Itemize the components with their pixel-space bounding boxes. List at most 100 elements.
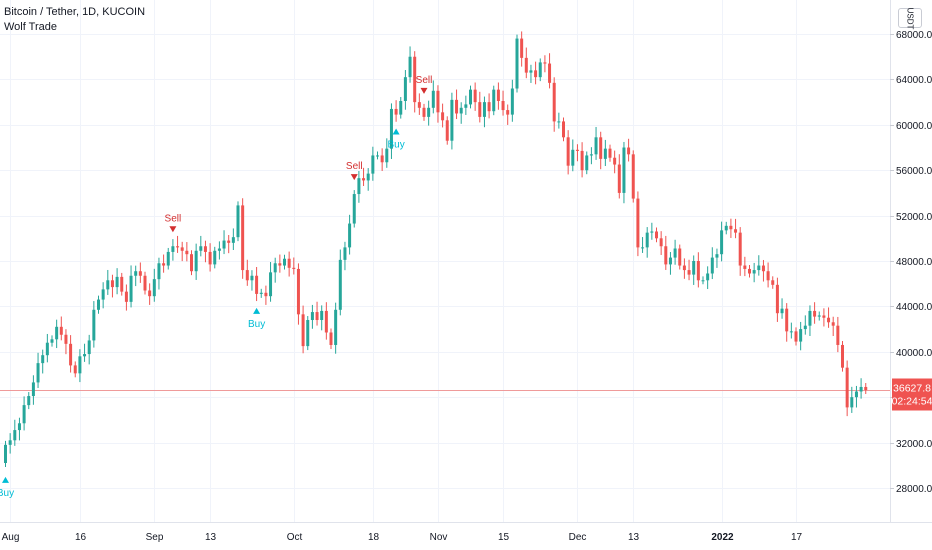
candle (352, 190, 356, 228)
candle-body (338, 259, 342, 310)
candle (766, 262, 770, 288)
candle (706, 266, 710, 290)
candle-body (259, 292, 263, 294)
candle (524, 47, 528, 79)
candle-body (464, 104, 468, 108)
candle-body (836, 325, 840, 345)
candle (529, 64, 533, 83)
candle-body (510, 88, 514, 115)
candle (641, 237, 645, 253)
candle-body (813, 310, 817, 317)
candle (436, 85, 440, 123)
candle (292, 257, 296, 275)
candle (296, 263, 300, 325)
candle-body (227, 240, 231, 243)
candle-body (250, 275, 254, 281)
candle (668, 252, 672, 275)
candle-body (324, 310, 328, 333)
candle-body (752, 270, 756, 274)
x-tick-label: 13 (628, 532, 640, 543)
price-axis[interactable]: 28000.032000.036000.040000.044000.048000… (890, 30, 932, 495)
candle (752, 262, 756, 283)
candle-body (594, 137, 598, 155)
candle-body (482, 102, 486, 117)
candle-body (431, 90, 435, 108)
candle-body (92, 309, 96, 341)
candle-body (585, 155, 589, 171)
candle (176, 235, 180, 253)
candle-body (36, 363, 40, 383)
indicator-name[interactable]: Wolf Trade (4, 21, 57, 33)
candle-body (445, 120, 449, 141)
candle (515, 34, 519, 93)
candle (594, 126, 598, 160)
candle (92, 301, 96, 348)
candle-body (287, 258, 291, 268)
candle (645, 227, 649, 258)
candle (36, 352, 40, 388)
candle-body (55, 326, 59, 340)
candle-body (496, 89, 500, 101)
candle (152, 268, 156, 302)
candle-body (301, 314, 305, 347)
candle-body (334, 309, 338, 345)
candle-body (208, 251, 212, 265)
candle (850, 386, 854, 413)
candle-body (854, 391, 858, 398)
candle-body (734, 229, 738, 233)
candle (780, 298, 784, 319)
candle (473, 82, 477, 111)
candle (534, 61, 538, 85)
candle (194, 243, 198, 280)
candle (241, 198, 245, 279)
candle-body (413, 56, 417, 103)
symbol-title[interactable]: Bitcoin / Tether, 1D, KUCOIN (4, 6, 146, 18)
candle-body (603, 148, 607, 159)
candle-body (17, 423, 21, 431)
candle (817, 311, 821, 321)
candle (659, 231, 663, 255)
candle (217, 241, 221, 260)
candle-body (785, 308, 789, 332)
candle-body (50, 339, 54, 343)
sell-signal: Sell (346, 161, 363, 181)
candle-body (557, 121, 561, 123)
candle (222, 230, 226, 255)
candle (380, 148, 384, 172)
candle (334, 302, 338, 354)
candle-body (701, 280, 705, 282)
candle-body (110, 280, 114, 288)
candle (687, 259, 691, 281)
signal-layer: Buy Sell Buy Sell Buy Sell (0, 75, 432, 499)
x-tick-label: 16 (75, 532, 87, 543)
currency-button[interactable]: USDT (898, 7, 922, 29)
time-axis[interactable]: Aug 16 Sep 13 Oct 18 Nov 15 Dec 13 2022 17 (2, 532, 803, 543)
candle (73, 361, 77, 378)
candle-body (190, 254, 193, 272)
candle (264, 285, 268, 305)
candle-body (138, 271, 142, 276)
candle-body (352, 194, 356, 224)
candle-body (185, 250, 189, 255)
candle-body (329, 332, 333, 345)
buy-signal: Buy (387, 128, 405, 151)
y-tick-label: 68000.0 (896, 30, 932, 41)
candle (622, 141, 626, 204)
candle-body (143, 275, 147, 291)
candle-body (692, 261, 696, 275)
candle (338, 249, 342, 316)
candle (789, 322, 793, 339)
candle-body (176, 246, 180, 248)
candle (720, 221, 724, 262)
candle (320, 305, 324, 331)
candle-body (4, 444, 7, 463)
candle-body (362, 178, 366, 181)
candle (664, 235, 668, 270)
candle-body (306, 320, 310, 347)
candle-body (655, 231, 658, 239)
candle-body (724, 225, 728, 231)
candle (259, 288, 263, 298)
candle-body (729, 225, 733, 230)
candle-body (789, 331, 793, 333)
